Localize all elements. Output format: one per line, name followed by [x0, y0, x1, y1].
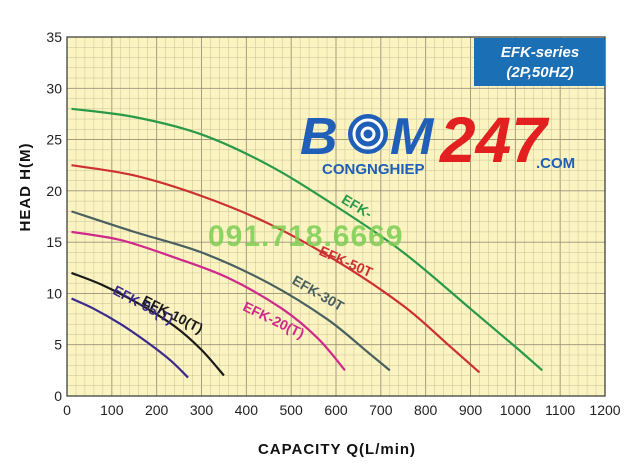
- y-tick-label: 0: [54, 388, 62, 404]
- x-tick-label: 800: [414, 402, 438, 418]
- plot-border: [66, 36, 606, 397]
- y-tick-label: 25: [46, 132, 62, 148]
- x-tick-label: 300: [190, 402, 214, 418]
- series-lines: [71, 107, 543, 379]
- series-line: [71, 297, 189, 379]
- x-tick-label: 700: [369, 402, 393, 418]
- x-axis-label: CAPACITY Q(L/min): [258, 441, 416, 458]
- watermark-domain: .COM: [536, 155, 575, 172]
- x-tick-label: 1000: [500, 402, 531, 418]
- watermark-logo-circle: [348, 114, 388, 154]
- series-line: [71, 230, 346, 372]
- x-tick-label: 400: [235, 402, 259, 418]
- series-line: [71, 271, 225, 377]
- watermark-brand-b: B: [300, 108, 338, 166]
- x-tick-label: 200: [145, 402, 169, 418]
- series-line: [71, 164, 481, 374]
- y-tick-label: 35: [46, 29, 62, 45]
- series-line: [71, 210, 391, 372]
- y-tick-label: 20: [46, 183, 62, 199]
- series-line: [71, 107, 543, 372]
- info-box-line2: (2P,50HZ): [506, 64, 573, 81]
- series-info-box: EFK-series (2P,50HZ): [474, 38, 605, 86]
- x-tick-label: 1200: [589, 402, 620, 418]
- info-box-line1: EFK-series: [501, 44, 579, 61]
- grid: [66, 36, 606, 397]
- info-box-bg: [474, 38, 605, 86]
- y-tick-label: 10: [46, 285, 62, 301]
- watermark-brand-m: M: [390, 108, 435, 166]
- x-tick-label: 0: [63, 402, 71, 418]
- y-axis-ticks: 0 5 10 15 20 25 30 35: [46, 29, 62, 404]
- x-tick-label: 100: [100, 402, 124, 418]
- x-axis-ticks: 0 100 200 300 400 500 600 700 800 900 1000 1100 1200: [63, 402, 621, 418]
- y-tick-label: 15: [46, 234, 62, 250]
- y-axis-label: HEAD H(M): [17, 143, 34, 232]
- x-tick-label: 1100: [545, 402, 575, 418]
- x-tick-label: 600: [324, 402, 348, 418]
- x-tick-label: 900: [459, 402, 483, 418]
- x-tick-label: 500: [279, 402, 303, 418]
- watermark: B M 247 CONGNGHIEP .COM 091.718.6669: [208, 104, 575, 253]
- watermark-brand-number: 247: [439, 104, 550, 176]
- y-tick-label: 30: [46, 80, 62, 96]
- y-tick-label: 5: [54, 337, 62, 353]
- watermark-phone: 091.718.6669: [208, 220, 404, 253]
- watermark-subtitle: CONGNGHIEP: [322, 161, 425, 178]
